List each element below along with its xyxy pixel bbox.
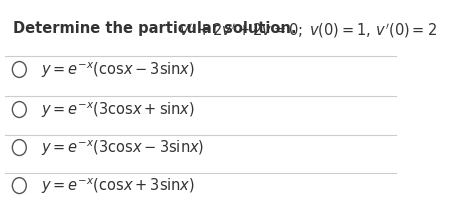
Text: $v'' + 2v' + 2v = 0;\; v(0) = 1,\, v'(0) = 2$: $v'' + 2v' + 2v = 0;\; v(0) = 1,\, v'(0)… — [179, 21, 437, 40]
Text: $y = e^{-x}(3\mathrm{cos}x - 3\mathrm{sin}x)$: $y = e^{-x}(3\mathrm{cos}x - 3\mathrm{si… — [41, 138, 205, 158]
Text: $y = e^{-x}(\mathrm{cos}x - 3\mathrm{sin}x)$: $y = e^{-x}(\mathrm{cos}x - 3\mathrm{sin… — [41, 60, 195, 80]
Text: $y = e^{-x}(\mathrm{cos}x + 3\mathrm{sin}x)$: $y = e^{-x}(\mathrm{cos}x + 3\mathrm{sin… — [41, 176, 195, 195]
Text: $y = e^{-x}(3\mathrm{cos}x + \mathrm{sin}x)$: $y = e^{-x}(3\mathrm{cos}x + \mathrm{sin… — [41, 100, 195, 120]
Text: Determine the particular solution.: Determine the particular solution. — [13, 21, 297, 36]
